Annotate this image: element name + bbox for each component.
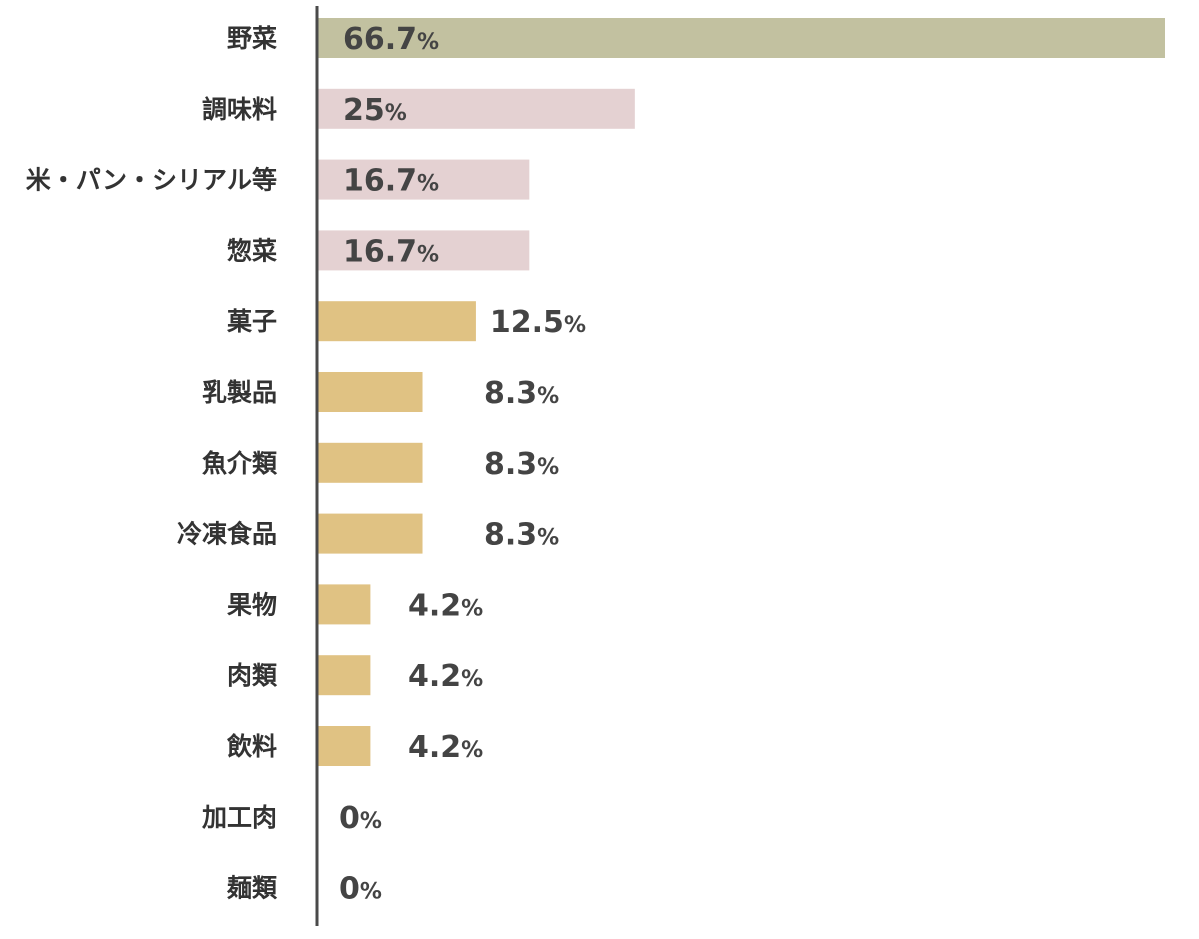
value-number: 4.2 — [408, 730, 461, 765]
value-number: 12.5 — [490, 305, 564, 340]
value-number: 4.2 — [408, 588, 461, 623]
bar-3 — [318, 159, 530, 200]
value-label: 4.2% — [408, 588, 483, 623]
category-label: 麺類 — [226, 874, 278, 903]
value-label: 25% — [343, 93, 407, 128]
category-label: 魚介類 — [202, 449, 278, 478]
value-number: 16.7 — [343, 234, 417, 269]
category-label: 飲料 — [226, 732, 277, 761]
category-label: 冷凍食品 — [177, 520, 277, 549]
value-label: 4.2% — [408, 659, 483, 694]
value-label: 0% — [339, 872, 382, 907]
value-label: 0% — [339, 801, 382, 836]
value-percent-sign: % — [461, 596, 483, 621]
value-label: 12.5% — [490, 305, 586, 340]
category-label: 野菜 — [227, 24, 277, 53]
value-label: 8.3% — [484, 376, 559, 411]
bar-7 — [318, 442, 423, 483]
bar-9 — [318, 584, 371, 625]
value-labels: 66.7%25%16.7%16.7%12.5%8.3%8.3%8.3%4.2%4… — [339, 22, 586, 907]
category-label: 米・パン・シリアル等 — [26, 166, 277, 195]
value-number: 4.2 — [408, 659, 461, 694]
value-number: 8.3 — [484, 447, 537, 482]
value-percent-sign: % — [537, 526, 559, 551]
bar-11 — [318, 726, 371, 766]
category-label: 肉類 — [227, 661, 278, 690]
bar-4 — [318, 230, 530, 271]
category-label: 菓子 — [226, 307, 277, 336]
value-percent-sign: % — [417, 242, 439, 267]
value-number: 0 — [339, 872, 360, 907]
bar-2 — [318, 88, 635, 129]
value-percent-sign: % — [417, 172, 439, 197]
value-percent-sign: % — [537, 455, 559, 480]
category-label: 惣菜 — [227, 236, 277, 265]
value-label: 8.3% — [484, 518, 559, 553]
value-percent-sign: % — [385, 101, 407, 126]
value-label: 66.7% — [343, 22, 439, 57]
bar-8 — [318, 513, 423, 554]
value-number: 8.3 — [484, 518, 537, 553]
value-percent-sign: % — [360, 809, 382, 834]
value-percent-sign: % — [564, 313, 586, 338]
bar-6 — [318, 372, 423, 412]
value-percent-sign: % — [417, 30, 439, 55]
bar-10 — [318, 655, 371, 696]
value-number: 0 — [339, 801, 360, 836]
category-label: 加工肉 — [201, 803, 277, 832]
value-label: 8.3% — [484, 447, 559, 482]
value-percent-sign: % — [461, 667, 483, 692]
value-number: 16.7 — [343, 164, 417, 199]
value-label: 16.7% — [343, 234, 439, 269]
value-label: 4.2% — [408, 730, 483, 765]
value-number: 25 — [343, 93, 385, 128]
category-label: 果物 — [227, 590, 277, 619]
bar-5 — [318, 301, 476, 342]
value-percent-sign: % — [537, 384, 559, 409]
bar-1 — [318, 18, 1165, 58]
category-label: 乳製品 — [202, 378, 277, 407]
category-label: 調味料 — [202, 95, 277, 124]
value-percent-sign: % — [360, 880, 382, 905]
value-number: 66.7 — [343, 22, 417, 57]
value-number: 8.3 — [484, 376, 537, 411]
value-percent-sign: % — [461, 738, 483, 763]
bars-layer — [318, 18, 1165, 766]
value-label: 16.7% — [343, 164, 439, 199]
